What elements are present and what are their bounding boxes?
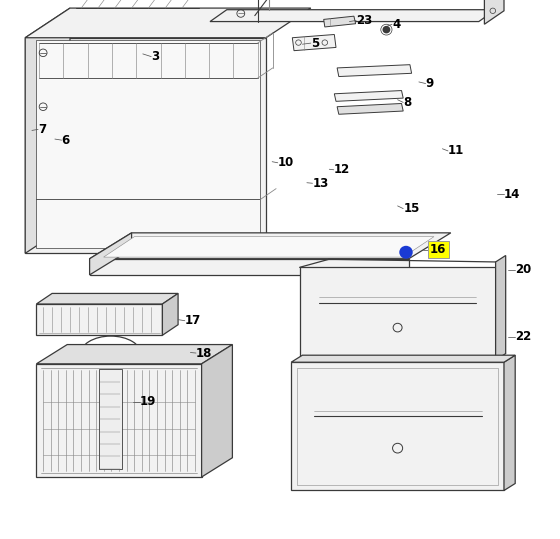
Polygon shape: [36, 364, 202, 477]
Polygon shape: [291, 355, 515, 362]
Text: 17: 17: [185, 314, 201, 327]
Text: 11: 11: [448, 144, 464, 157]
Polygon shape: [36, 293, 178, 304]
Polygon shape: [162, 293, 178, 335]
Text: 18: 18: [196, 347, 212, 360]
Polygon shape: [36, 304, 162, 335]
Text: 7: 7: [38, 123, 46, 136]
Polygon shape: [104, 237, 434, 257]
Polygon shape: [334, 91, 403, 101]
Polygon shape: [504, 355, 515, 490]
Polygon shape: [36, 344, 232, 364]
Text: 6: 6: [62, 134, 70, 147]
Polygon shape: [202, 344, 232, 477]
Text: 10: 10: [278, 156, 294, 169]
Text: 13: 13: [312, 177, 329, 190]
Text: 22: 22: [515, 330, 531, 343]
Text: 4: 4: [392, 18, 400, 31]
Polygon shape: [484, 0, 504, 24]
Polygon shape: [90, 259, 409, 275]
Polygon shape: [324, 16, 356, 27]
Polygon shape: [90, 233, 132, 275]
Polygon shape: [337, 103, 403, 114]
Polygon shape: [25, 8, 311, 38]
Circle shape: [399, 246, 413, 259]
Polygon shape: [210, 10, 496, 22]
Polygon shape: [99, 369, 122, 469]
Polygon shape: [496, 255, 506, 360]
Text: 15: 15: [403, 202, 419, 215]
Polygon shape: [25, 38, 266, 253]
Text: 9: 9: [426, 77, 434, 90]
Text: 16: 16: [430, 243, 446, 256]
Polygon shape: [300, 267, 496, 360]
Polygon shape: [25, 8, 70, 253]
Polygon shape: [90, 233, 451, 259]
Text: 3: 3: [151, 50, 160, 63]
Polygon shape: [292, 34, 336, 51]
Text: 8: 8: [403, 96, 412, 109]
Text: 20: 20: [515, 263, 531, 276]
Text: 23: 23: [356, 14, 372, 27]
Polygon shape: [36, 40, 260, 248]
Circle shape: [382, 26, 390, 33]
Text: 14: 14: [504, 188, 520, 201]
Polygon shape: [337, 65, 412, 77]
Text: 12: 12: [334, 163, 350, 176]
Polygon shape: [291, 362, 504, 490]
Text: 5: 5: [311, 37, 319, 50]
Text: 19: 19: [140, 395, 156, 408]
